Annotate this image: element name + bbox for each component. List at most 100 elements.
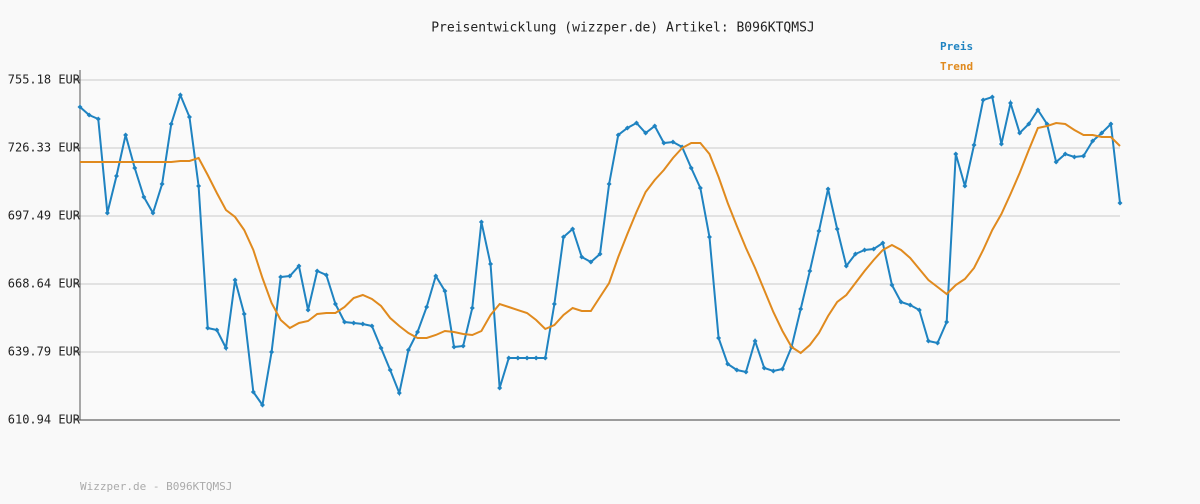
point-marker <box>661 140 667 146</box>
point-marker <box>342 319 348 325</box>
point-marker <box>451 344 457 350</box>
point-marker <box>250 389 256 395</box>
point-marker <box>442 288 448 294</box>
point-marker <box>624 125 630 131</box>
point-marker <box>1008 100 1014 106</box>
point-marker <box>588 259 594 265</box>
point-marker <box>415 329 421 335</box>
y-tick-label: 755.18 EUR <box>8 73 81 87</box>
y-tick-label: 639.79 EUR <box>8 344 81 358</box>
point-marker <box>269 349 275 355</box>
point-marker <box>168 121 174 127</box>
point-marker <box>779 366 785 372</box>
point-marker <box>752 338 758 344</box>
point-marker <box>716 335 722 341</box>
point-marker <box>296 263 302 269</box>
point-marker <box>962 183 968 189</box>
point-marker <box>278 274 284 280</box>
y-tick-label: 610.94 EUR <box>8 413 81 427</box>
point-marker <box>1053 159 1059 165</box>
point-marker <box>369 323 375 329</box>
point-marker <box>1108 121 1114 127</box>
point-marker <box>807 268 813 274</box>
point-marker <box>433 273 439 279</box>
point-marker <box>1090 138 1096 144</box>
point-marker <box>725 361 731 367</box>
point-marker <box>697 185 703 191</box>
point-marker <box>104 210 110 216</box>
point-marker <box>953 151 959 157</box>
point-marker <box>305 307 311 313</box>
point-marker <box>506 355 512 361</box>
y-tick-label: 668.64 EUR <box>8 276 81 290</box>
point-marker <box>688 165 694 171</box>
point-marker <box>460 343 466 349</box>
point-marker <box>287 273 293 279</box>
point-marker <box>424 304 430 310</box>
point-marker <box>798 306 804 312</box>
point-marker <box>816 228 822 234</box>
point-marker <box>907 302 913 308</box>
point-marker <box>652 123 658 129</box>
point-marker <box>825 186 831 192</box>
point-marker <box>852 251 858 257</box>
point-marker <box>332 301 338 307</box>
point-marker <box>761 365 767 371</box>
point-marker <box>186 114 192 120</box>
y-tick-label: 726.33 EUR <box>8 141 81 155</box>
point-marker <box>935 340 941 346</box>
point-marker <box>323 272 329 278</box>
point-marker <box>1035 107 1041 113</box>
point-marker <box>259 402 265 408</box>
footer: Wizzper.de - B096KTQMSJ <box>80 480 232 493</box>
point-marker <box>488 261 494 267</box>
point-marker <box>989 94 995 100</box>
point-marker <box>524 355 530 361</box>
point-marker <box>542 355 548 361</box>
point-marker <box>871 246 877 252</box>
point-marker <box>469 305 475 311</box>
point-marker <box>1026 121 1032 127</box>
point-marker <box>670 139 676 145</box>
point-marker <box>223 345 229 351</box>
point-marker <box>1071 154 1077 160</box>
point-marker <box>570 226 576 232</box>
point-marker <box>980 97 986 103</box>
point-marker <box>214 327 220 333</box>
point-marker <box>150 210 156 216</box>
point-marker <box>77 104 83 110</box>
point-marker <box>205 325 211 331</box>
point-marker <box>944 319 950 325</box>
point-marker <box>1099 130 1105 136</box>
chart-title: Preisentwicklung (wizzper.de) Artikel: B… <box>431 21 815 36</box>
point-marker <box>497 385 503 391</box>
point-marker <box>515 355 521 361</box>
point-marker <box>1117 200 1123 206</box>
point-marker <box>706 234 712 240</box>
point-marker <box>159 181 165 187</box>
point-marker <box>1017 130 1023 136</box>
point-marker <box>387 367 393 373</box>
point-marker <box>889 282 895 288</box>
point-marker <box>862 247 868 253</box>
point-marker <box>606 181 612 187</box>
point-marker <box>232 277 238 283</box>
point-marker <box>141 194 147 200</box>
point-marker <box>925 338 931 344</box>
point-marker <box>113 173 119 179</box>
legend-label: Trend <box>940 60 973 73</box>
plot-area <box>80 70 1120 420</box>
point-marker <box>196 183 202 189</box>
point-marker <box>834 226 840 232</box>
point-marker <box>405 347 411 353</box>
point-marker <box>633 120 639 126</box>
point-marker <box>478 219 484 225</box>
point-marker <box>123 132 129 138</box>
point-marker <box>579 254 585 260</box>
point-marker <box>177 92 183 98</box>
point-marker <box>615 132 621 138</box>
point-marker <box>314 268 320 274</box>
point-marker <box>378 345 384 351</box>
point-marker <box>551 301 557 307</box>
